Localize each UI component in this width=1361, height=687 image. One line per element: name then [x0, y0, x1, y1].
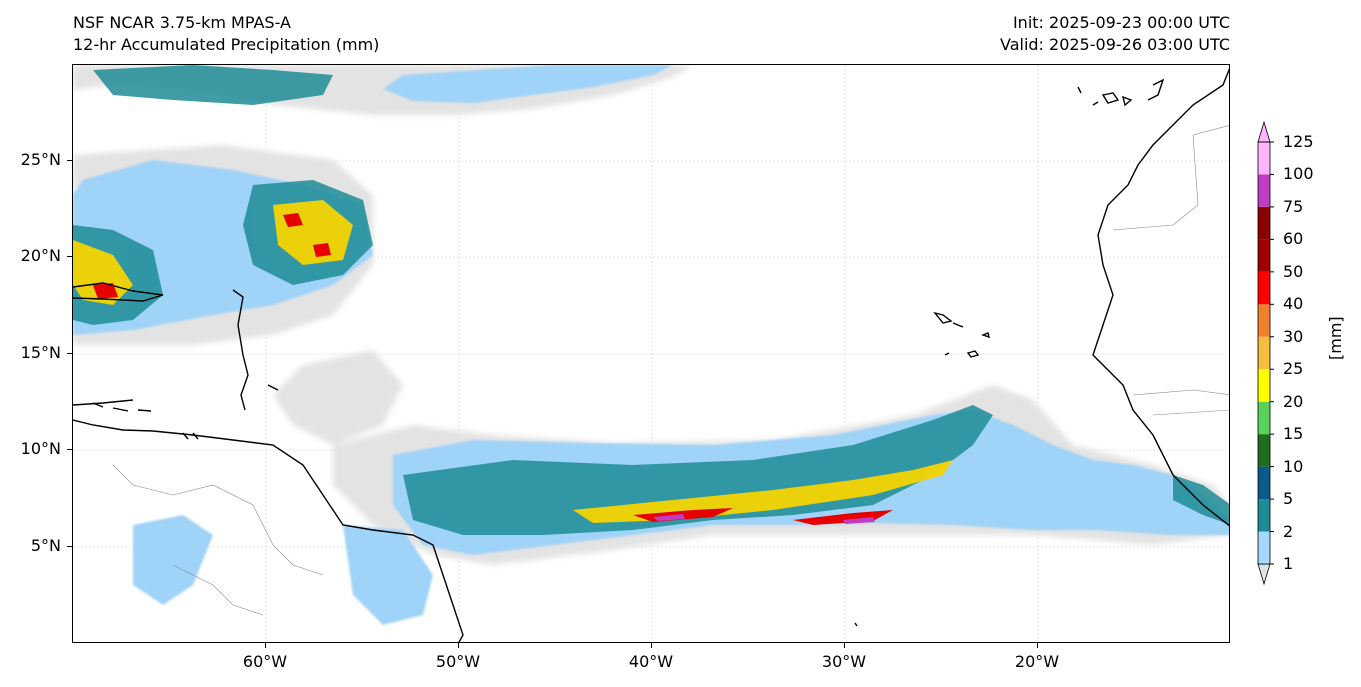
lon-tick	[844, 643, 845, 648]
colorbar-segment	[1258, 466, 1270, 500]
lat-label-5n: 5°N	[30, 536, 61, 555]
colorbar-extend-min	[1257, 563, 1271, 586]
field-name: 12-hr Accumulated Precipitation (mm)	[73, 35, 380, 54]
colorbar-segment	[1258, 499, 1270, 532]
colorbar-label: 2	[1283, 521, 1294, 541]
colorbar-label: 15	[1283, 424, 1304, 444]
colorbar-segment	[1258, 336, 1270, 370]
precip-magenta	[653, 514, 875, 524]
colorbar-label: 125	[1283, 132, 1314, 151]
lon-tick	[265, 643, 266, 648]
lat-tick	[67, 546, 72, 547]
colorbar	[1257, 120, 1274, 586]
colorbar-segment	[1258, 206, 1270, 240]
lat-tick	[67, 160, 72, 161]
colorbar-label: 60	[1283, 229, 1304, 249]
lon-label-60w: 60°W	[242, 652, 288, 671]
forecast-times: Init: 2025-09-23 00:00 UTC Valid: 2025-0…	[1000, 12, 1230, 56]
map-title: NSF NCAR 3.75-km MPAS-A 12-hr Accumulate…	[73, 12, 379, 56]
colorbar-segment	[1258, 369, 1270, 402]
lat-tick	[67, 353, 72, 354]
colorbar-label: 10	[1283, 456, 1304, 476]
colorbar-label: 100	[1283, 164, 1314, 184]
colorbar-label: 1	[1283, 554, 1294, 573]
colorbar-label: 30	[1283, 326, 1304, 346]
lat-label-20n: 20°N	[20, 246, 61, 265]
lat-label-25n: 25°N	[20, 150, 61, 169]
colorbar-segment	[1258, 434, 1270, 467]
colorbar-segment	[1258, 142, 1270, 175]
colorbar-segment	[1258, 271, 1270, 305]
lat-label-10n: 10°N	[20, 439, 61, 458]
colorbar-label: 5	[1283, 489, 1294, 509]
borders	[112, 125, 1229, 616]
colorbar-extend-max	[1257, 120, 1271, 143]
lat-tick	[67, 449, 72, 450]
valid-time: Valid: 2025-09-26 03:00 UTC	[999, 35, 1230, 54]
precipitation-map	[72, 64, 1230, 643]
lat-label-15n: 15°N	[20, 343, 61, 362]
colorbar-frame	[1257, 141, 1271, 565]
lon-label-30w: 30°W	[821, 652, 867, 671]
colorbar-label: 20	[1283, 391, 1304, 411]
lon-label-20w: 20°W	[1014, 652, 1060, 671]
map-canvas	[73, 65, 1229, 642]
model-name: NSF NCAR 3.75-km MPAS-A	[73, 13, 291, 32]
colorbar-segment	[1258, 174, 1270, 207]
colorbar-label: 40	[1283, 294, 1304, 314]
lat-tick	[67, 256, 72, 257]
lon-tick	[1037, 643, 1038, 648]
colorbar-segment	[1258, 304, 1270, 337]
colorbar-unit: [mm]	[1326, 316, 1345, 360]
colorbar-label: 50	[1283, 261, 1304, 281]
colorbar-segment	[1258, 401, 1270, 435]
lon-tick	[651, 643, 652, 648]
lon-tick	[458, 643, 459, 648]
init-time: Init: 2025-09-23 00:00 UTC	[1012, 13, 1230, 32]
colorbar-label: 25	[1283, 359, 1304, 379]
colorbar-label: 75	[1283, 196, 1304, 216]
coastlines	[73, 68, 1229, 642]
lon-label-40w: 40°W	[628, 652, 674, 671]
colorbar-segment	[1258, 239, 1270, 272]
lon-label-50w: 50°W	[435, 652, 481, 671]
colorbar-segment	[1258, 531, 1270, 564]
